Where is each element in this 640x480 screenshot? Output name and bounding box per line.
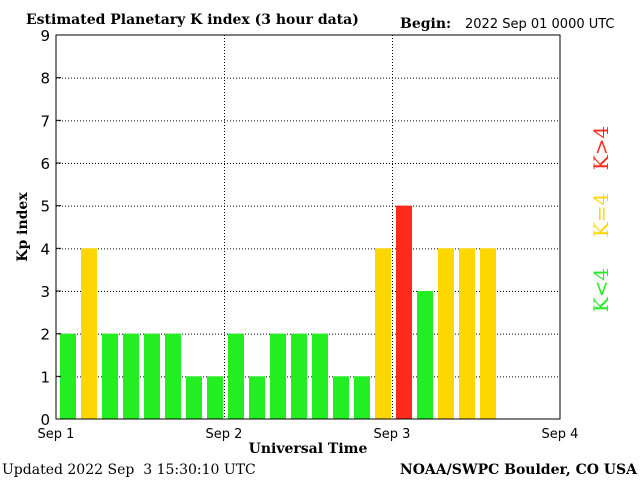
bar-series [60,205,496,419]
x-tick-label: Sep 2 [206,427,243,442]
kp-bar [165,333,181,419]
credit-text: NOAA/SWPC Boulder, CO USA [400,462,638,478]
kp-bar [438,248,454,419]
kp-bar [207,376,223,419]
kp-bar [417,291,433,419]
kp-bar [270,333,286,419]
legend-low: K<4 [589,268,613,312]
y-tick-label: 3 [40,283,50,301]
y-tick-label: 7 [40,112,50,130]
kp-bar [186,376,202,419]
y-tick-label: 4 [40,240,50,258]
begin-value: 2022 Sep 01 0000 UTC [465,17,615,32]
grid-lines [56,35,560,419]
x-axis-label: Universal Time [249,441,368,457]
plot-frame [55,34,561,420]
kp-bar [123,333,139,419]
kp-bar [333,376,349,419]
updated-timestamp: Updated 2022 Sep 3 15:30:10 UTC [2,462,256,478]
y-axis-label: Kp index [15,192,31,262]
kp-bar [60,333,76,419]
y-tick-label: 2 [40,326,50,344]
x-tick-labels: Sep 1 Sep 2 Sep 3 Sep 4 [38,427,579,442]
kp-bar [354,376,370,419]
kp-bar [249,376,265,419]
y-tick-label: 5 [40,198,50,216]
chart-title: Estimated Planetary K index (3 hour data… [26,12,359,28]
y-tick-label: 8 [40,70,50,88]
y-tick-labels: 0 1 2 3 4 5 6 7 8 9 [40,27,61,429]
x-tick-label: Sep 3 [374,427,411,442]
x-tick-label: Sep 1 [38,427,75,442]
y-tick-label: 0 [40,411,50,429]
kp-bar [480,248,496,419]
kp-bar [312,333,328,419]
kp-bar [459,248,475,419]
legend-high: K>4 [589,126,613,170]
y-tick-label: 1 [40,368,50,386]
x-tick-label: Sep 4 [542,427,579,442]
kp-bar [81,248,97,419]
kp-bar [396,205,412,419]
legend-equal: K=4 [589,193,613,237]
kp-bar [291,333,307,419]
begin-label: Begin: [400,16,451,32]
kp-bar [375,248,391,419]
kp-bar [102,333,118,419]
y-tick-label: 9 [40,27,50,45]
y-tick-label: 6 [40,155,50,173]
kp-bar [228,333,244,419]
kp-bar [144,333,160,419]
